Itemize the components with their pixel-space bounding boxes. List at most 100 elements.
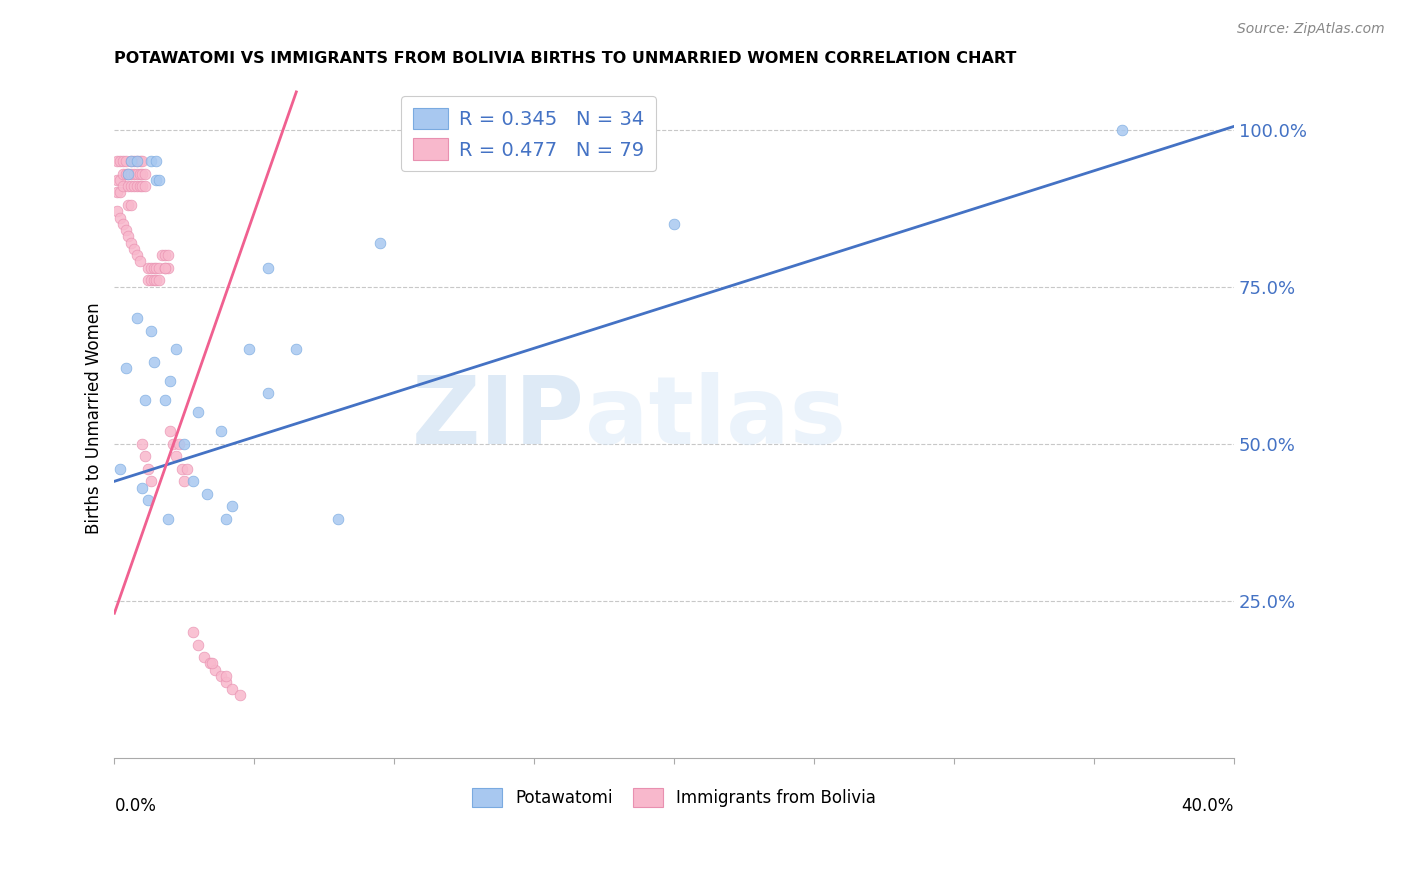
Point	[139, 273, 162, 287]
Point	[229, 688, 252, 702]
Point	[159, 374, 181, 388]
Point	[131, 481, 153, 495]
Text: Source: ZipAtlas.com: Source: ZipAtlas.com	[1237, 22, 1385, 37]
Point	[139, 475, 162, 489]
Point	[120, 167, 142, 181]
Point	[142, 260, 165, 275]
Point	[173, 475, 195, 489]
Point	[114, 153, 136, 168]
Point	[156, 248, 179, 262]
Point	[181, 625, 204, 640]
Point	[145, 260, 167, 275]
Point	[153, 260, 176, 275]
Point	[187, 405, 209, 419]
Point	[215, 512, 238, 526]
Point	[131, 153, 153, 168]
Point	[120, 235, 142, 250]
Text: ZIP: ZIP	[412, 373, 585, 465]
Text: 0.0%: 0.0%	[114, 797, 156, 814]
Point	[150, 248, 173, 262]
Point	[204, 663, 226, 677]
Point	[153, 260, 176, 275]
Point	[131, 167, 153, 181]
Point	[153, 392, 176, 407]
Point	[111, 153, 134, 168]
Point	[134, 449, 156, 463]
Point	[257, 260, 280, 275]
Point	[238, 343, 260, 357]
Point	[108, 211, 131, 225]
Point	[125, 311, 148, 326]
Point	[145, 153, 167, 168]
Point	[108, 153, 131, 168]
Point	[662, 217, 685, 231]
Point	[128, 167, 150, 181]
Point	[209, 424, 232, 438]
Point	[125, 153, 148, 168]
Point	[117, 167, 139, 181]
Point	[128, 153, 150, 168]
Point	[108, 173, 131, 187]
Point	[125, 179, 148, 194]
Point	[1111, 122, 1133, 136]
Point	[170, 461, 193, 475]
Point	[181, 475, 204, 489]
Point	[165, 449, 187, 463]
Point	[117, 179, 139, 194]
Text: atlas: atlas	[585, 373, 845, 465]
Point	[187, 638, 209, 652]
Y-axis label: Births to Unmarried Women: Births to Unmarried Women	[86, 302, 103, 534]
Point	[122, 153, 145, 168]
Point	[156, 512, 179, 526]
Point	[122, 179, 145, 194]
Point	[105, 173, 128, 187]
Point	[125, 167, 148, 181]
Text: 40.0%: 40.0%	[1181, 797, 1234, 814]
Point	[145, 273, 167, 287]
Point	[148, 260, 170, 275]
Point	[125, 153, 148, 168]
Point	[114, 223, 136, 237]
Point	[139, 324, 162, 338]
Point	[165, 343, 187, 357]
Point	[193, 650, 215, 665]
Point	[162, 436, 184, 450]
Point	[128, 254, 150, 268]
Point	[117, 198, 139, 212]
Point	[156, 260, 179, 275]
Point	[105, 204, 128, 219]
Point	[285, 343, 308, 357]
Point	[114, 167, 136, 181]
Point	[108, 461, 131, 475]
Point	[173, 436, 195, 450]
Point	[134, 167, 156, 181]
Point	[111, 167, 134, 181]
Point	[120, 179, 142, 194]
Point	[142, 273, 165, 287]
Legend: Potawatomi, Immigrants from Bolivia: Potawatomi, Immigrants from Bolivia	[465, 781, 883, 814]
Point	[148, 273, 170, 287]
Point	[257, 386, 280, 401]
Point	[120, 153, 142, 168]
Point	[111, 217, 134, 231]
Point	[153, 248, 176, 262]
Point	[134, 179, 156, 194]
Point	[221, 500, 243, 514]
Point	[114, 361, 136, 376]
Point	[328, 512, 350, 526]
Point	[201, 657, 224, 671]
Point	[209, 669, 232, 683]
Point	[131, 436, 153, 450]
Point	[105, 153, 128, 168]
Point	[120, 153, 142, 168]
Point	[105, 186, 128, 200]
Point	[131, 179, 153, 194]
Point	[148, 173, 170, 187]
Point	[117, 167, 139, 181]
Point	[134, 392, 156, 407]
Point	[145, 173, 167, 187]
Point	[120, 198, 142, 212]
Text: POTAWATOMI VS IMMIGRANTS FROM BOLIVIA BIRTHS TO UNMARRIED WOMEN CORRELATION CHAR: POTAWATOMI VS IMMIGRANTS FROM BOLIVIA BI…	[114, 51, 1017, 66]
Point	[136, 461, 159, 475]
Point	[368, 235, 391, 250]
